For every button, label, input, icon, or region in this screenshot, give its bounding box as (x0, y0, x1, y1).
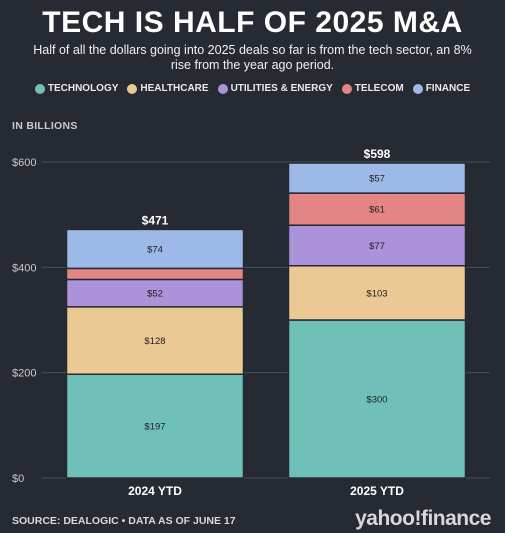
segment-value-label: $300 (366, 395, 387, 406)
unit-label: IN BILLIONS (12, 120, 78, 132)
y-tick-label: $0 (12, 473, 24, 485)
segment-value-label: $61 (369, 205, 385, 216)
legend-item-healthcare: HEALTHCARE (127, 83, 209, 94)
bar-segment (287, 192, 467, 226)
segment-value-label: $52 (147, 289, 163, 300)
bar-segment (287, 224, 467, 267)
legend-label-healthcare: HEALTHCARE (140, 83, 209, 94)
y-tick-label: $400 (12, 262, 36, 274)
bar-segment (65, 267, 245, 281)
bar-segment (65, 373, 245, 479)
bar-segment (287, 162, 467, 194)
legend-swatch-healthcare (127, 83, 138, 94)
source-footer: SOURCE: DEALOGIC • DATA AS OF JUNE 17 (12, 515, 236, 527)
legend-item-finance: FINANCE (412, 83, 471, 94)
legend-item-technology: TECHNOLOGY (34, 83, 119, 94)
y-tick-label: $600 (12, 157, 36, 169)
bar-segment (287, 319, 467, 479)
x-category-label: 2025 YTD (350, 484, 404, 498)
legend-label-telecom: TELECOM (354, 83, 404, 94)
bar-segment (65, 306, 245, 375)
bar-segment (65, 228, 245, 270)
legend-label-finance: FINANCE (425, 83, 471, 94)
y-tick-label: $200 (12, 368, 36, 380)
legend-swatch-telecom (341, 83, 352, 94)
segment-value-label: $77 (369, 241, 385, 252)
bar-segment (287, 265, 467, 321)
legend-label-technology: TECHNOLOGY (47, 83, 119, 94)
bar-total-label: $471 (142, 213, 169, 227)
legend-swatch-technology (34, 83, 45, 94)
legend-item-telecom: TELECOM (341, 83, 404, 94)
logo-finance: finance (420, 507, 492, 530)
legend: TECHNOLOGY HEALTHCARE UTILITIES & ENERGY… (0, 83, 505, 94)
segment-value-label: $197 (144, 422, 165, 433)
x-category-label: 2024 YTD (128, 484, 182, 498)
logo-bang: ! (414, 507, 421, 530)
segment-value-label: $57 (369, 174, 385, 185)
segment-value-label: $74 (147, 244, 163, 255)
bar-total-label: $598 (364, 147, 391, 161)
yahoo-finance-logo: yahoo!finance (355, 507, 491, 531)
legend-item-utilities-energy: UTILITIES & ENERGY (217, 83, 333, 94)
legend-swatch-utilities-energy (217, 83, 228, 94)
logo-yahoo: yahoo (355, 507, 415, 530)
chart-subtitle: Half of all the dollars going into 2025 … (33, 43, 472, 72)
chart-title: TECH IS HALF OF 2025 M&A (42, 6, 463, 39)
segment-value-label: $103 (366, 288, 387, 299)
segment-value-label: $128 (144, 336, 165, 347)
legend-label-utilities-energy: UTILITIES & ENERGY (230, 83, 333, 94)
legend-swatch-finance (412, 83, 423, 94)
stacked-bar-chart: $0 $200 $400 $600 $197 $128 $52 $74 $471 2024 YTD… (12, 147, 490, 498)
